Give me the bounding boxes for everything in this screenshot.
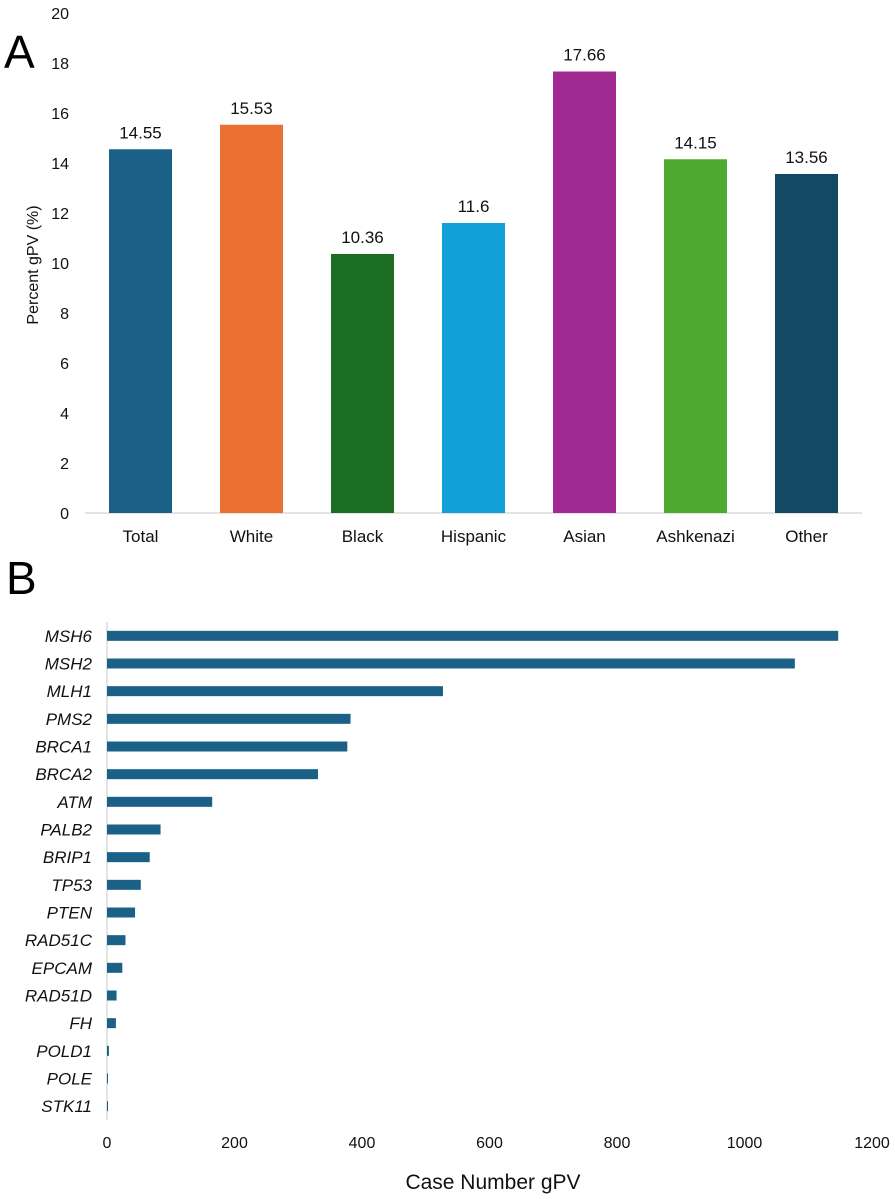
chart-a-category-hispanic: Hispanic [441, 527, 507, 546]
chart-b-category-pten: PTEN [47, 904, 93, 923]
chart-b-category-brip1: BRIP1 [43, 848, 92, 867]
chart-a-value-label-white: 15.53 [230, 99, 273, 118]
chart-a-bar-black [331, 254, 394, 513]
chart-b-x-tick-800: 800 [604, 1135, 631, 1152]
chart-a-category-black: Black [342, 527, 384, 546]
chart-a-y-tick-8: 8 [60, 306, 69, 323]
chart-b-category-labels: MSH6 MSH2 MLH1 PMS2 BRCA1 BRCA2 ATM PALB2 BRIP1 T… [25, 627, 93, 1116]
chart-b-bar-rad51c [107, 935, 126, 946]
chart-b-category-msh2: MSH2 [45, 655, 93, 674]
chart-b-x-axis-label: Case Number gPV [405, 1171, 580, 1194]
chart-b-bar-stk11 [107, 1101, 108, 1112]
chart-a-category-ashkenazi: Ashkenazi [656, 527, 734, 546]
chart-a-y-tick-16: 16 [51, 106, 69, 123]
chart-a-y-tick-12: 12 [51, 206, 69, 223]
chart-a-y-tick-4: 4 [60, 406, 69, 423]
chart-a-bar-total [109, 149, 172, 513]
chart-a-value-label-asian: 17.66 [563, 46, 606, 65]
chart-b-bar-msh6 [107, 630, 839, 641]
chart-b-bar-pten [107, 907, 136, 918]
chart-b-bars [107, 630, 839, 1112]
chart-a-value-label-total: 14.55 [119, 123, 162, 142]
chart-a-bar-white [220, 124, 283, 513]
chart-b-bar-tp53 [107, 879, 141, 890]
chart-a-y-ticks: 0 2 4 6 8 10 12 14 16 18 20 [51, 6, 69, 523]
chart-b-category-epcam: EPCAM [32, 959, 93, 978]
chart-a: 0 2 4 6 8 10 12 14 16 18 20 14.55 15.53 10.36 11.6 17.… [25, 6, 862, 546]
chart-b-x-tick-0: 0 [103, 1135, 112, 1152]
chart-b-bar-pole [107, 1073, 108, 1084]
chart-b-category-pms2: PMS2 [46, 710, 93, 729]
chart-b-bar-msh2 [107, 658, 795, 669]
chart-b-x-tick-1200: 1200 [854, 1135, 890, 1152]
chart-a-category-asian: Asian [563, 527, 606, 546]
chart-b-category-mlh1: MLH1 [47, 682, 92, 701]
chart-b-bar-mlh1 [107, 686, 443, 697]
chart-a-bar-ashkenazi [664, 159, 727, 513]
chart-a-y-axis-label: Percent gPV (%) [25, 205, 42, 324]
chart-b-x-tick-400: 400 [349, 1135, 376, 1152]
chart-a-value-label-other: 13.56 [785, 148, 828, 167]
chart-b-bar-palb2 [107, 824, 161, 835]
chart-b-category-pold1: POLD1 [36, 1042, 92, 1061]
chart-b-bar-brip1 [107, 852, 150, 863]
chart-a-category-total: Total [123, 527, 159, 546]
chart-a-category-white: White [230, 527, 273, 546]
chart-b-x-tick-1000: 1000 [727, 1135, 763, 1152]
chart-a-y-tick-0: 0 [60, 506, 69, 523]
chart-a-bars [109, 71, 838, 513]
chart-a-category-labels: Total White Black Hispanic Asian Ashkenazi Oth… [123, 527, 829, 546]
chart-b-x-tick-200: 200 [221, 1135, 248, 1152]
chart-a-bar-hispanic [442, 223, 505, 513]
chart-b-category-pole: POLE [47, 1070, 93, 1089]
chart-b-bar-atm [107, 796, 213, 807]
chart-a-value-label-black: 10.36 [341, 228, 384, 247]
chart-a-value-label-ashkenazi: 14.15 [674, 133, 717, 152]
chart-b: MSH6 MSH2 MLH1 PMS2 BRCA1 BRCA2 ATM PALB2 BRIP1 T… [25, 622, 890, 1194]
panel-label-a: A [4, 26, 35, 78]
chart-b-category-rad51c: RAD51C [25, 931, 93, 950]
chart-b-x-tick-600: 600 [476, 1135, 503, 1152]
chart-a-value-label-hispanic: 11.6 [458, 197, 490, 216]
chart-a-y-tick-14: 14 [51, 156, 69, 173]
chart-a-bar-asian [553, 71, 616, 513]
chart-a-y-tick-18: 18 [51, 56, 69, 73]
chart-b-category-atm: ATM [56, 793, 92, 812]
chart-a-y-tick-2: 2 [60, 456, 69, 473]
chart-b-category-rad51d: RAD51D [25, 987, 92, 1006]
chart-a-y-tick-10: 10 [51, 256, 69, 273]
chart-b-category-brca2: BRCA2 [35, 765, 92, 784]
chart-b-x-ticks: 0 200 400 600 800 1000 1200 [103, 1135, 890, 1152]
chart-b-category-palb2: PALB2 [40, 821, 92, 840]
chart-b-category-brca1: BRCA1 [35, 738, 92, 757]
chart-b-category-tp53: TP53 [51, 876, 92, 895]
chart-b-category-stk11: STK11 [41, 1097, 92, 1116]
chart-a-y-tick-6: 6 [60, 356, 69, 373]
panel-label-b: B [6, 552, 37, 604]
chart-a-value-labels: 14.55 15.53 10.36 11.6 17.66 14.15 13.56 [119, 46, 828, 248]
chart-b-bar-rad51d [107, 990, 117, 1001]
chart-b-bar-pold1 [107, 1045, 109, 1056]
chart-b-bar-epcam [107, 962, 123, 973]
chart-a-bar-other [775, 174, 838, 513]
chart-b-bar-fh [107, 1018, 116, 1029]
chart-b-bar-brca1 [107, 741, 348, 752]
chart-b-bar-pms2 [107, 713, 351, 724]
chart-a-y-tick-20: 20 [51, 6, 69, 23]
chart-b-category-fh: FH [69, 1014, 92, 1033]
chart-b-bar-brca2 [107, 769, 319, 780]
chart-a-category-other: Other [785, 527, 828, 546]
chart-b-category-msh6: MSH6 [45, 627, 93, 646]
